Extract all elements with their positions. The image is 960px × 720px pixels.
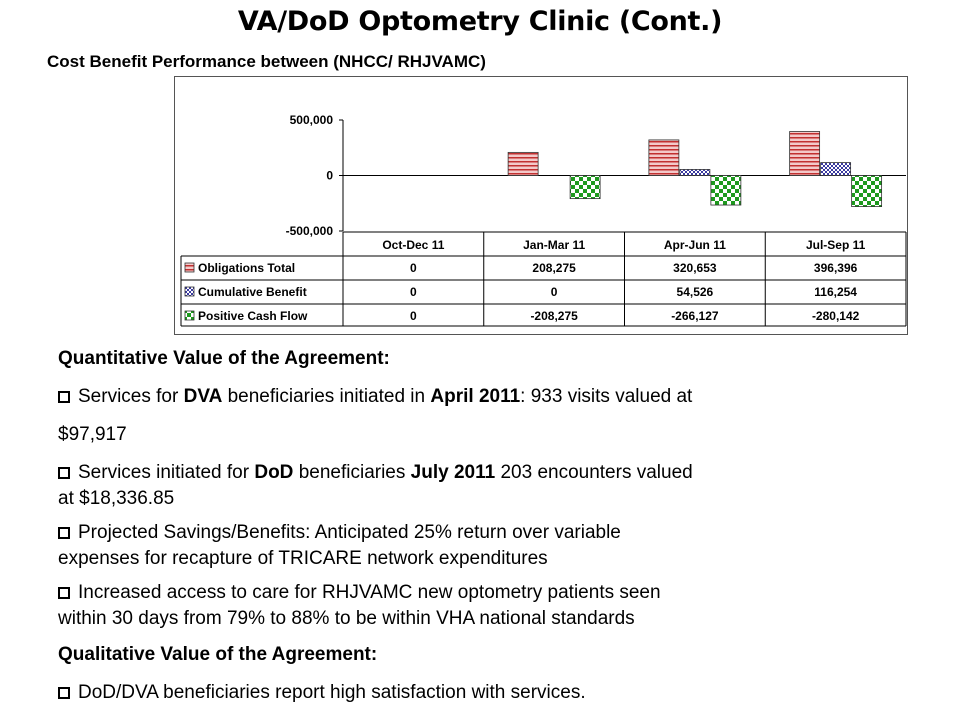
category-label: Apr-Jun 11 xyxy=(664,238,726,252)
legend-key-positive-cash-flow xyxy=(184,310,195,321)
bar-positive-cash-flow xyxy=(851,175,883,207)
legend-key-obligations-total xyxy=(184,262,195,273)
bullet-text: 203 encounters valued xyxy=(495,462,693,483)
legend-label-positive-cash-flow: Positive Cash Flow xyxy=(198,309,308,323)
bullet-dva-services: Services for DVA beneficiaries initiated… xyxy=(58,378,878,454)
data-label: 396,396 xyxy=(814,261,858,275)
category-label: Jan-Mar 11 xyxy=(523,238,585,252)
quantitative-heading: Quantitative Value of the Agreement: xyxy=(58,348,390,369)
bar-obligations-total xyxy=(648,139,680,176)
y-tick-label: 500,000 xyxy=(290,113,334,127)
bullet-text: DoD/DVA beneficiaries report high satisf… xyxy=(78,682,586,703)
bullet-bold: July 2011 xyxy=(410,462,496,483)
data-table: Oct-Dec 11 Jan-Mar 11 Apr-Jun 11 Jul-Sep 11… xyxy=(180,231,907,327)
checkbox-bullet-icon xyxy=(58,527,70,539)
data-label: -266,127 xyxy=(671,309,719,323)
bar-cumulative-benefit xyxy=(820,162,852,176)
bullet-text: beneficiaries initiated in xyxy=(222,386,431,407)
chart-container: 500,000 0 -500,000 Oct-Dec 11 Jan-Mar 11 Apr… xyxy=(174,76,908,335)
bullet-text: $97,917 xyxy=(58,424,127,445)
checkbox-bullet-icon xyxy=(58,587,70,599)
data-label: -208,275 xyxy=(530,309,578,323)
y-tick-label: -500,000 xyxy=(286,224,334,238)
checkbox-bullet-icon xyxy=(58,687,70,699)
data-label: 54,526 xyxy=(677,285,714,299)
bullet-text: expenses for recapture of TRICARE networ… xyxy=(58,548,548,569)
bullet-text: Projected Savings/Benefits: Anticipated … xyxy=(78,522,621,543)
bullet-increased-access: Increased access to care for RHJVAMC new… xyxy=(58,580,878,632)
bullet-text: Services for xyxy=(78,386,184,407)
checkbox-bullet-icon xyxy=(58,467,70,479)
bullet-projected-savings: Projected Savings/Benefits: Anticipated … xyxy=(58,520,878,572)
data-label: 208,275 xyxy=(532,261,576,275)
content-area: Quantitative Value of the Agreement: Ser… xyxy=(58,340,878,712)
bullet-text: : 933 visits valued at xyxy=(520,386,693,407)
data-label: -280,142 xyxy=(812,309,860,323)
bullet-text: Increased access to care for RHJVAMC new… xyxy=(78,582,661,603)
data-label: 320,653 xyxy=(673,261,717,275)
bullet-bold: April 2011 xyxy=(430,386,521,407)
data-label: 116,254 xyxy=(814,285,857,299)
legend-label-cumulative-benefit: Cumulative Benefit xyxy=(198,285,307,299)
bar-cumulative-benefit xyxy=(679,169,711,176)
qualitative-heading: Qualitative Value of the Agreement: xyxy=(58,644,378,665)
slide-title: VA/DoD Optometry Clinic (Cont.) xyxy=(237,6,723,37)
category-label: Oct-Dec 11 xyxy=(382,238,444,252)
checkbox-bullet-icon xyxy=(58,391,70,403)
legend-key-cumulative-benefit xyxy=(184,286,195,297)
data-label: 0 xyxy=(551,285,558,299)
bars xyxy=(507,131,883,207)
bar-obligations-total xyxy=(789,131,821,176)
bullet-satisfaction: DoD/DVA beneficiaries report high satisf… xyxy=(58,674,878,712)
bullet-bold: DVA xyxy=(183,386,223,407)
data-label: 0 xyxy=(410,309,417,323)
category-label: Jul-Sep 11 xyxy=(806,238,866,252)
bullet-text: within 30 days from 79% to 88% to be wit… xyxy=(58,608,635,629)
bullet-dod-services: Services initiated for DoD beneficiaries… xyxy=(58,460,878,512)
data-label: 0 xyxy=(410,285,417,299)
bullet-text: at $18,336.85 xyxy=(58,488,175,509)
chart-svg: 500,000 0 -500,000 Oct-Dec 11 Jan-Mar 11 Apr… xyxy=(180,113,907,327)
y-tick-label: 0 xyxy=(326,169,333,183)
data-label: 0 xyxy=(410,261,417,275)
bar-positive-cash-flow xyxy=(710,175,742,206)
chart-subtitle: Cost Benefit Performance between (NHCC/ … xyxy=(47,52,486,71)
bar-positive-cash-flow xyxy=(569,175,601,200)
bullet-text: beneficiaries xyxy=(293,462,411,483)
legend-label-obligations-total: Obligations Total xyxy=(198,261,295,275)
bar-obligations-total xyxy=(507,151,539,176)
bullet-bold: DoD xyxy=(254,462,294,483)
bullet-text: Services initiated for xyxy=(78,462,255,483)
